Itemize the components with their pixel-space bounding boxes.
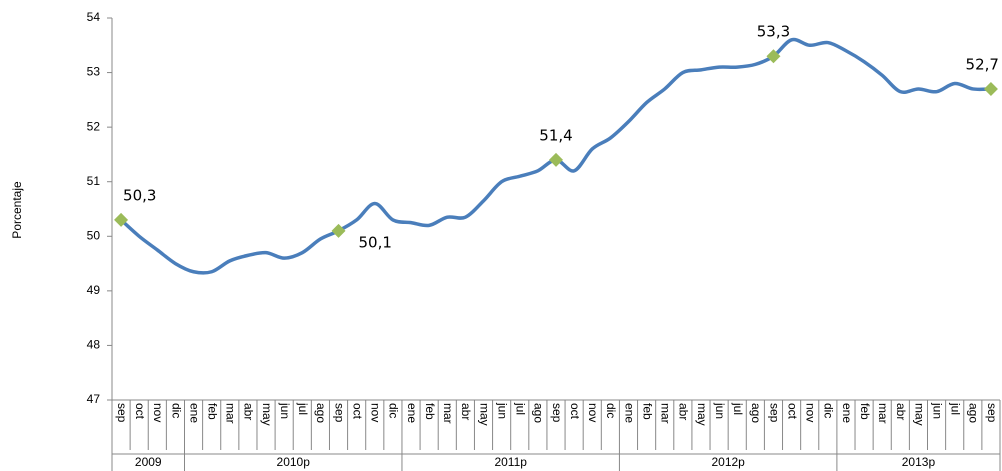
x-tick-label: jun — [713, 402, 727, 419]
x-tick-label: dic — [822, 403, 836, 418]
data-label: 51,4 — [539, 126, 572, 144]
x-tick-label: oct — [350, 403, 364, 420]
x-tick-label: dic — [387, 403, 401, 418]
x-tick-label: sep — [985, 403, 999, 423]
x-tick-label: jul — [296, 402, 310, 415]
data-label: 50,3 — [123, 186, 156, 204]
marker — [114, 212, 129, 227]
x-tick-label: ene — [405, 403, 419, 423]
group-label: 2010p — [277, 455, 311, 469]
y-tick-label: 48 — [87, 338, 101, 352]
x-tick-label: abr — [894, 403, 908, 420]
x-tick-label: ago — [967, 403, 981, 423]
group-label: 2011p — [494, 455, 527, 469]
y-tick-label: 51 — [87, 174, 101, 188]
marker — [549, 152, 563, 167]
x-tick-label: nov — [586, 403, 600, 422]
x-tick-label: may — [477, 403, 491, 426]
x-tick-label: sep — [767, 403, 781, 423]
y-tick-label: 49 — [87, 283, 101, 297]
y-tick-label: 47 — [87, 392, 101, 406]
x-tick-label: abr — [459, 403, 473, 420]
x-tick-label: feb — [423, 403, 437, 420]
x-tick-label: feb — [858, 403, 872, 420]
x-tick-label: ago — [314, 403, 328, 423]
marker — [331, 223, 346, 238]
x-tick-label: ago — [749, 403, 763, 423]
x-tick-label: mar — [659, 403, 673, 424]
x-tick-label: may — [695, 403, 709, 426]
x-tick-label: abr — [242, 403, 256, 420]
x-tick-label: sep — [115, 403, 129, 423]
data-label: 53,3 — [757, 23, 790, 41]
x-tick-label: sep — [332, 403, 346, 423]
marker — [766, 49, 781, 64]
x-tick-label: ene — [840, 403, 854, 423]
x-tick-label: abr — [677, 403, 691, 420]
x-tick-label: jun — [278, 402, 292, 419]
y-tick-label: 54 — [87, 10, 101, 24]
x-tick-label: dic — [169, 403, 183, 418]
x-tick-label: sep — [550, 403, 564, 423]
x-tick-label: oct — [568, 403, 582, 420]
data-label: 52,7 — [966, 55, 999, 73]
x-tick-label: oct — [133, 403, 147, 420]
x-tick-label: mar — [224, 403, 238, 424]
group-label: 2009 — [135, 455, 162, 469]
x-tick-label: may — [260, 403, 274, 426]
x-tick-label: ene — [622, 403, 636, 423]
x-tick-label: feb — [640, 403, 654, 420]
x-tick-label: ago — [532, 403, 546, 423]
x-tick-label: nov — [151, 403, 165, 422]
y-tick-label: 50 — [87, 228, 101, 242]
x-tick-label: feb — [206, 403, 220, 420]
x-tick-label: jul — [514, 402, 528, 415]
group-label: 2012p — [711, 455, 745, 469]
x-tick-label: nov — [369, 403, 383, 422]
x-tick-label: jul — [949, 402, 963, 415]
x-tick-label: jul — [731, 402, 745, 415]
x-tick-label: may — [912, 403, 926, 426]
x-tick-label: nov — [804, 403, 818, 422]
x-tick-label: oct — [785, 403, 799, 420]
x-tick-label: jun — [495, 402, 509, 419]
group-label: 2013p — [902, 455, 936, 469]
marker — [983, 81, 998, 96]
x-tick-label: mar — [441, 403, 455, 424]
y-tick-label: 52 — [87, 119, 101, 133]
y-axis-title: Porcentaje — [10, 181, 24, 239]
y-tick-label: 53 — [87, 65, 101, 79]
x-tick-label: ene — [187, 403, 201, 423]
data-label: 50,1 — [359, 233, 392, 251]
x-tick-label: jun — [930, 402, 944, 419]
x-tick-label: dic — [604, 403, 618, 418]
x-tick-label: mar — [876, 403, 890, 424]
